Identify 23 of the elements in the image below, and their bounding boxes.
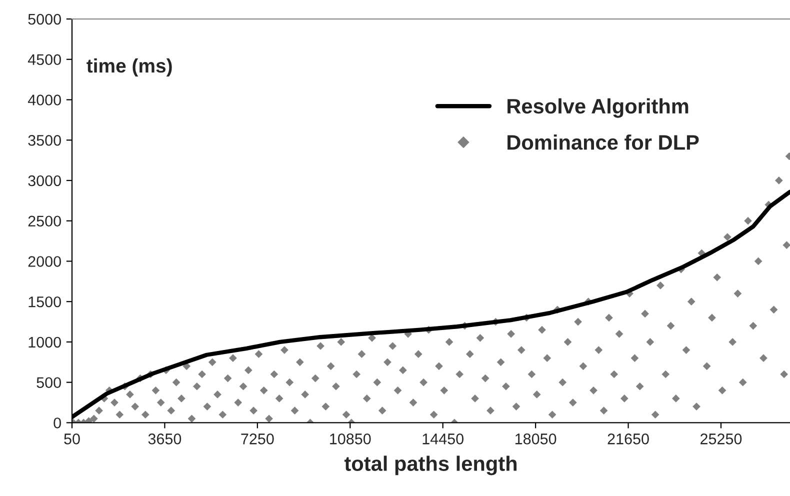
x-tick-label: 50 xyxy=(64,434,80,444)
y-axis-title: time (ms) xyxy=(86,58,172,77)
legend-label: Dominance for DLP xyxy=(508,134,699,150)
y-tick-label: 3500 xyxy=(28,134,61,146)
y-tick-label: 5000 xyxy=(28,14,61,25)
legend-label: Resolve Algorithm xyxy=(508,98,688,118)
y-tick-label: 2500 xyxy=(28,216,61,227)
y-tick-label: 4000 xyxy=(28,94,61,106)
x-tick-label: 21650 xyxy=(608,434,649,444)
y-tick-label: 2000 xyxy=(28,256,61,267)
y-tick-label: 1000 xyxy=(28,336,61,348)
x-tick-label: 10850 xyxy=(330,434,371,444)
y-tick-label: 3000 xyxy=(28,175,61,186)
y-tick-label: 500 xyxy=(36,377,61,388)
y-tick-label: 1500 xyxy=(28,296,61,308)
x-tick-label: 7250 xyxy=(241,434,274,444)
y-tick-label: 0 xyxy=(54,418,61,428)
x-tick-label: 18050 xyxy=(515,434,556,444)
x-tick-label: 14450 xyxy=(422,434,464,444)
x-axis-title: total paths length xyxy=(344,456,517,476)
x-tick-label: 3650 xyxy=(148,434,182,444)
y-tick-label: 4500 xyxy=(28,54,61,66)
x-tick-label: 25250 xyxy=(700,434,742,444)
